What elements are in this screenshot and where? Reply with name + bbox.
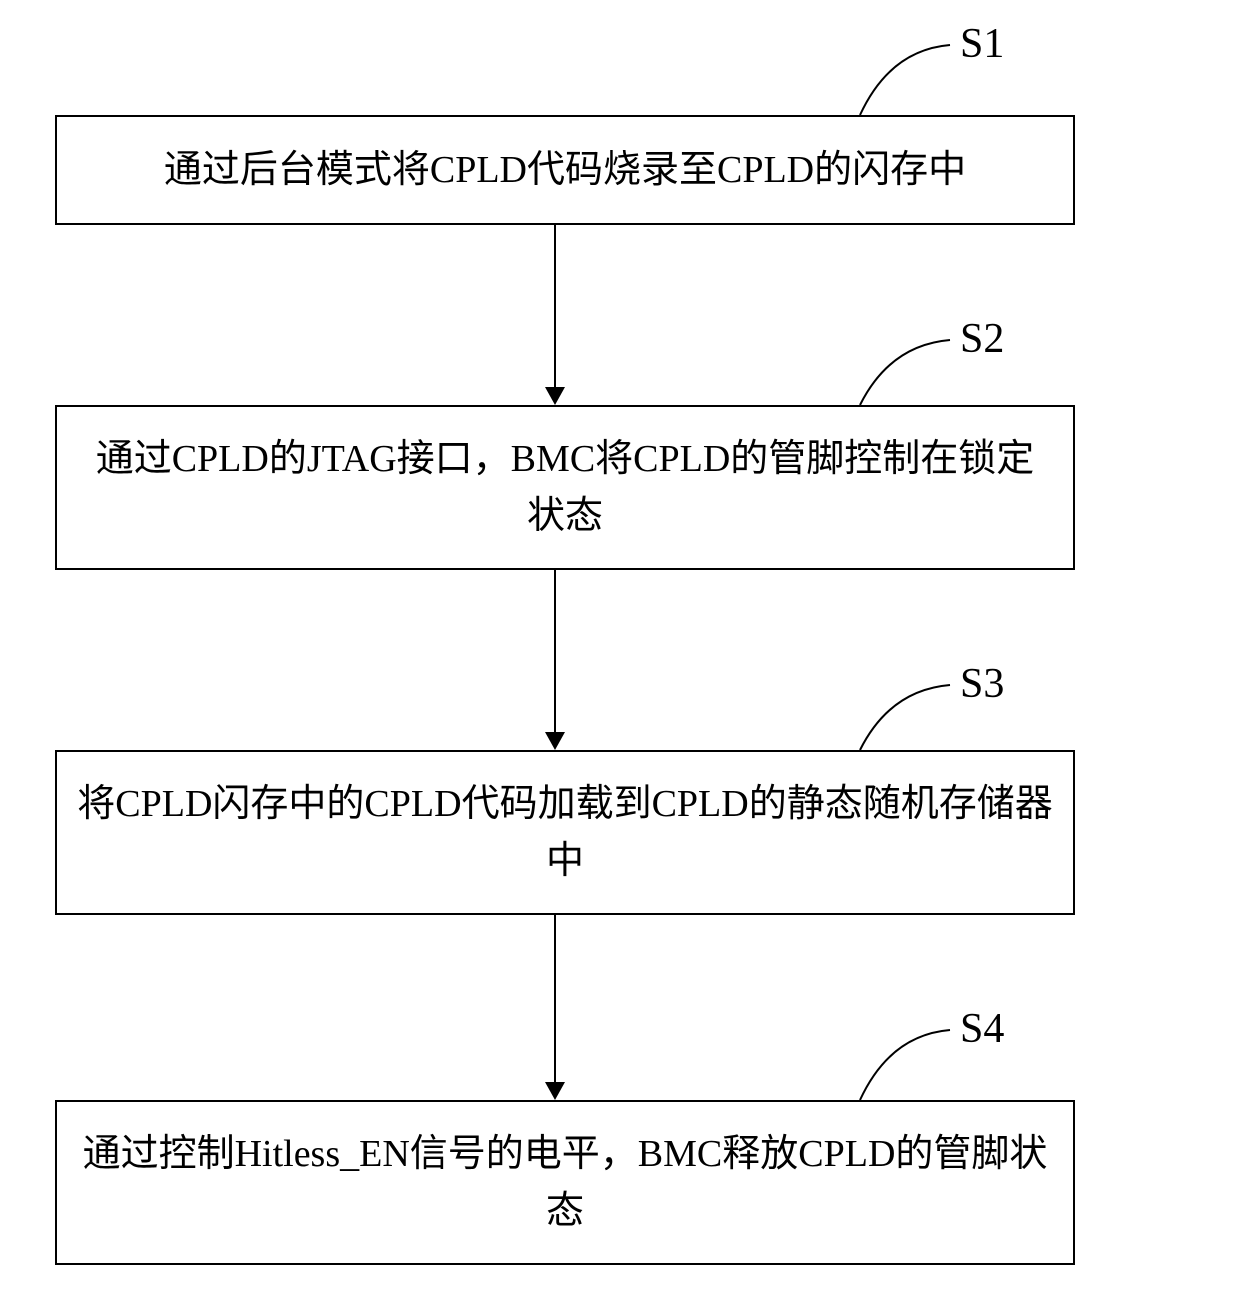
step-text-s1: 通过后台模式将CPLD代码烧录至CPLD的闪存中 <box>164 142 966 199</box>
flowchart-container: S1 通过后台模式将CPLD代码烧录至CPLD的闪存中 S2 通过CPLD的JT… <box>0 0 1240 1314</box>
arrow-line-2 <box>554 570 556 732</box>
step-box-s1: 通过后台模式将CPLD代码烧录至CPLD的闪存中 <box>55 115 1075 225</box>
step-text-s2: 通过CPLD的JTAG接口，BMC将CPLD的管脚控制在锁定状态 <box>77 431 1053 545</box>
step-label-s4: S4 <box>960 1005 1004 1053</box>
step-box-s2: 通过CPLD的JTAG接口，BMC将CPLD的管脚控制在锁定状态 <box>55 405 1075 570</box>
step-box-s4: 通过控制Hitless_EN信号的电平，BMC释放CPLD的管脚状态 <box>55 1100 1075 1265</box>
step-box-s3: 将CPLD闪存中的CPLD代码加载到CPLD的静态随机存储器中 <box>55 750 1075 915</box>
callout-curve-s3 <box>850 680 960 755</box>
arrow-head-1 <box>545 387 565 405</box>
callout-curve-s4 <box>850 1025 960 1105</box>
callout-curve-s1 <box>850 40 960 120</box>
step-label-s1: S1 <box>960 20 1004 68</box>
step-label-s3: S3 <box>960 660 1004 708</box>
step-label-s2: S2 <box>960 315 1004 363</box>
arrow-head-3 <box>545 1082 565 1100</box>
callout-curve-s2 <box>850 335 960 410</box>
step-text-s4: 通过控制Hitless_EN信号的电平，BMC释放CPLD的管脚状态 <box>77 1126 1053 1240</box>
arrow-line-3 <box>554 915 556 1082</box>
step-text-s3: 将CPLD闪存中的CPLD代码加载到CPLD的静态随机存储器中 <box>77 776 1053 890</box>
arrow-head-2 <box>545 732 565 750</box>
arrow-line-1 <box>554 225 556 387</box>
